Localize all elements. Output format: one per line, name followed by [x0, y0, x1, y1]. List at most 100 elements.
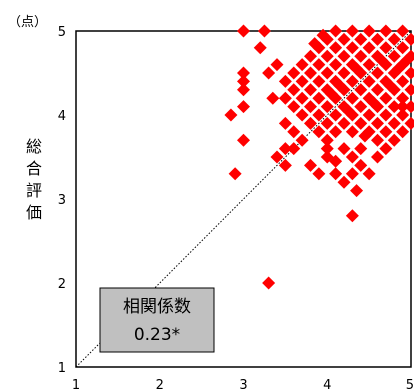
data-point [308, 37, 322, 51]
x-tick-label: 2 [156, 378, 164, 391]
y-axis-title-char: 合 [26, 159, 42, 178]
data-point [333, 79, 347, 93]
data-point [316, 28, 330, 42]
data-point [400, 53, 414, 67]
data-point [312, 167, 326, 181]
data-point [312, 58, 326, 72]
data-point [366, 95, 380, 109]
data-point [320, 116, 334, 130]
y-tick-label: 1 [58, 361, 66, 376]
data-point [396, 108, 410, 122]
data-point [387, 116, 401, 130]
data-point [329, 41, 343, 55]
y-tick-label: 5 [58, 25, 66, 40]
y-axis-title-char: 価 [26, 203, 42, 222]
data-point [362, 41, 376, 55]
data-point [320, 142, 334, 156]
data-point [354, 142, 368, 156]
data-point [371, 32, 384, 46]
data-point [371, 133, 384, 147]
data-point [312, 91, 326, 105]
data-point [329, 58, 343, 72]
data-point [354, 116, 368, 130]
data-point [362, 74, 376, 88]
y-tick-label: 4 [58, 109, 66, 124]
data-point [345, 167, 359, 181]
data-point [237, 100, 250, 114]
data-point [396, 74, 410, 88]
data-point [278, 142, 292, 156]
data-point [253, 41, 267, 55]
data-point [278, 74, 292, 88]
data-point [362, 24, 376, 38]
data-point [304, 100, 317, 114]
correlation-box [99, 287, 215, 353]
data-point [345, 74, 359, 88]
data-point [304, 66, 317, 80]
data-point [337, 66, 351, 80]
y-axis-title-char: 評 [26, 181, 42, 200]
data-point [396, 41, 410, 55]
data-point [371, 150, 384, 164]
data-point [345, 209, 359, 223]
x-tick-label: 1 [72, 378, 80, 391]
data-point [354, 49, 368, 63]
data-point [320, 100, 334, 114]
data-point [304, 158, 317, 172]
data-point [341, 104, 355, 118]
data-point [228, 167, 242, 181]
data-point [345, 150, 359, 164]
data-point [278, 91, 292, 105]
data-point [304, 116, 317, 130]
data-point [287, 125, 301, 139]
data-point [387, 32, 401, 46]
data-point [329, 154, 343, 168]
data-point [404, 100, 414, 114]
data-point [320, 66, 334, 80]
data-point [262, 66, 276, 80]
data-point [312, 125, 326, 139]
data-point [354, 100, 368, 114]
data-point [237, 133, 250, 147]
y-tick-label: 3 [58, 193, 66, 208]
data-point [371, 116, 384, 130]
data-point [350, 184, 364, 198]
data-point [329, 167, 343, 181]
data-point [404, 116, 414, 130]
data-point [379, 108, 393, 122]
data-point [379, 41, 393, 55]
data-point [396, 91, 410, 105]
correlation-value: 0.23* [134, 325, 180, 345]
data-point [266, 91, 280, 105]
data-point [371, 83, 384, 97]
data-point [329, 125, 343, 139]
data-point [362, 167, 376, 181]
data-point [237, 24, 250, 38]
x-tick-label: 3 [239, 378, 247, 391]
data-point [287, 100, 301, 114]
data-point [262, 276, 276, 290]
data-point [224, 108, 238, 122]
data-point [320, 49, 334, 63]
data-point [391, 62, 405, 76]
data-point [362, 58, 376, 72]
data-point [287, 142, 301, 156]
data-point [295, 91, 309, 105]
y-axis-title: 総合評価 [26, 137, 42, 222]
data-point [354, 83, 368, 97]
data-point [354, 32, 368, 46]
data-point [312, 108, 326, 122]
data-point [371, 66, 384, 80]
y-tick-label: 2 [58, 277, 66, 292]
x-tick-label: 5 [406, 378, 414, 391]
data-point [387, 49, 401, 63]
data-point [362, 108, 376, 122]
data-point [324, 87, 338, 101]
data-point [345, 125, 359, 139]
data-point [257, 24, 271, 38]
data-point [237, 74, 250, 88]
data-point [404, 83, 414, 97]
data-point [396, 100, 410, 114]
unit-label: （点） [8, 15, 47, 30]
